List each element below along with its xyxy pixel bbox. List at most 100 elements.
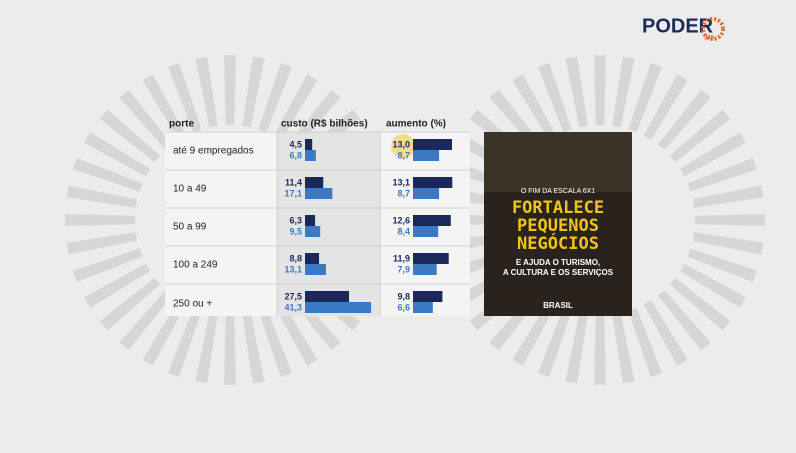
ray [168,63,202,133]
poster-sub: A CULTURA E OS SERVIÇOS [503,268,614,277]
ray [612,56,635,128]
ray [692,232,764,255]
bar-dark [413,215,451,226]
ray [538,307,572,377]
ray [99,109,160,163]
ray [242,56,265,128]
poster: O FIM DA ESCALA 6X1 FORTALECE PEQUENOS N… [484,132,632,316]
ray [628,63,662,133]
ray [512,300,557,366]
ray [195,56,218,128]
bar-light [413,302,433,313]
column-header: aumento (%) [386,119,446,130]
bar-light [413,264,437,275]
value-label: 13,1 [392,177,410,187]
ray [643,74,688,140]
ray [612,312,635,384]
ray [65,214,136,226]
ray [242,312,265,384]
bar-light [305,226,321,237]
row-label: 50 a 99 [173,222,207,233]
ray [224,314,236,385]
ray [657,89,711,150]
bar-dark [413,139,452,150]
ray [594,55,606,126]
value-label: 8,7 [397,188,410,198]
column-bg [277,132,380,316]
ray [538,63,572,133]
ray [273,300,318,366]
bar-dark [305,177,324,188]
value-label: 9,8 [397,291,410,301]
ray [66,185,138,208]
bar-dark [413,253,449,264]
ray [142,300,187,366]
ray [224,55,236,126]
value-label: 6,8 [289,150,302,160]
bar-light [305,264,326,275]
ray [195,312,218,384]
ray [258,307,292,377]
bar-light [413,188,440,199]
bar-dark [305,291,349,302]
ray [119,89,173,150]
value-label: 6,6 [397,302,410,312]
ray [73,248,143,282]
ray [565,56,588,128]
poster-sub: E AJUDA O TURISMO, [516,258,600,267]
value-label: 9,5 [289,226,302,236]
value-label: 12,6 [392,215,410,225]
ray [694,214,765,226]
highlight [391,134,415,158]
value-label: 27,5 [284,291,302,301]
ray [512,74,557,140]
ray [99,277,160,331]
poster-headline: PEQUENOS [517,216,599,236]
ray [643,300,688,366]
ray [687,158,757,192]
ray [66,232,138,255]
table: porte custo (R$ bilhões) aumento (%) até 9 … [165,119,470,316]
poster-headline: NEGÓCIOS [517,232,599,254]
value-label: 13,1 [284,264,302,274]
ray [657,290,711,351]
bar-dark [413,291,443,302]
value-label: 4,5 [289,139,302,149]
poster-headline: FORTALECE [512,198,604,218]
ray [687,248,757,282]
value-label: 11,4 [285,177,302,187]
bar-light [305,302,372,313]
ray [119,290,173,351]
ray [628,307,662,377]
logo-name: PODER [642,15,714,37]
column-header: custo (R$ bilhões) [281,119,368,130]
ray [168,307,202,377]
ray [84,132,150,177]
bar-dark [413,177,453,188]
value-label: 8,8 [289,253,302,263]
value-label: 13,0 [392,139,410,149]
bar-light [305,150,316,161]
ray [84,263,150,308]
ray [565,312,588,384]
value-label: 7,9 [397,264,410,274]
ray [680,132,746,177]
ray [273,74,318,140]
value-label: 6,3 [289,215,302,225]
bar-dark [305,253,320,264]
row-label: 250 ou + [173,299,212,310]
ray [680,263,746,308]
poster-kicker: O FIM DA ESCALA 6X1 [521,188,595,195]
bar-light [413,226,439,237]
logo-sun [701,17,725,41]
row-label: 10 a 49 [173,184,207,195]
row-label: até 9 empregados [173,146,254,157]
ray [258,63,292,133]
value-label: 11,9 [393,253,410,263]
ray [670,109,731,163]
bar-light [413,150,440,161]
row-label: 100 a 249 [173,260,218,271]
bar-dark [305,215,316,226]
ray [692,185,764,208]
